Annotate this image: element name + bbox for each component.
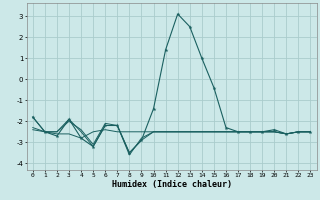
X-axis label: Humidex (Indice chaleur): Humidex (Indice chaleur) [112, 180, 232, 189]
